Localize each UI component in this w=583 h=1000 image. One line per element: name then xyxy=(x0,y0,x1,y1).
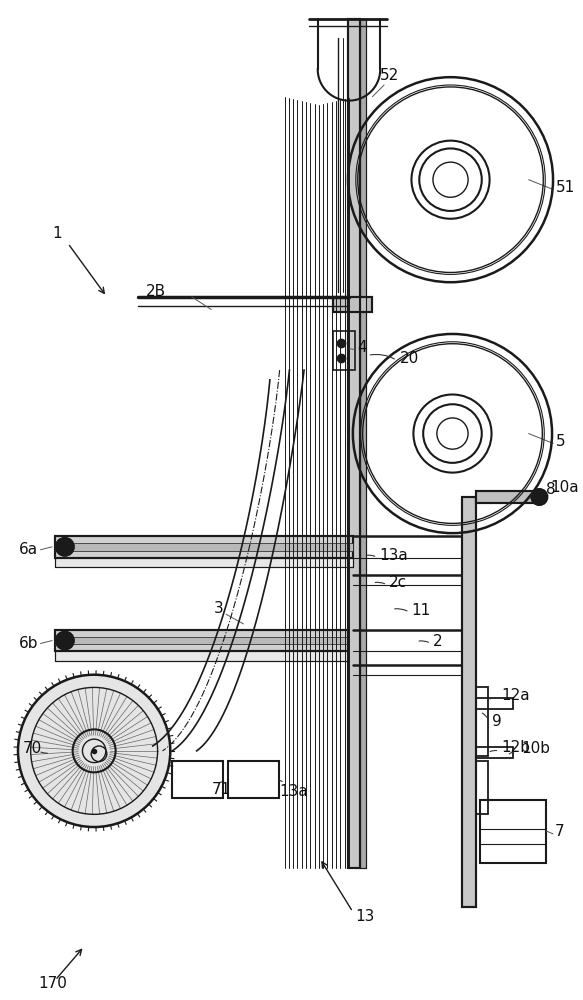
Bar xyxy=(55,651,348,661)
Polygon shape xyxy=(18,675,170,827)
Bar xyxy=(360,19,366,868)
Bar xyxy=(55,558,353,567)
Bar xyxy=(480,800,546,863)
Text: 12a: 12a xyxy=(501,688,530,703)
Text: 52: 52 xyxy=(380,68,399,83)
Bar xyxy=(476,698,513,709)
Bar xyxy=(348,19,360,868)
Text: 9: 9 xyxy=(491,714,501,729)
Bar xyxy=(462,497,476,907)
Text: 6a: 6a xyxy=(19,542,38,557)
Bar xyxy=(476,687,487,756)
Bar xyxy=(55,558,353,567)
Bar xyxy=(476,491,539,503)
Text: 71: 71 xyxy=(211,782,230,797)
Text: 13a: 13a xyxy=(280,784,308,799)
Text: 2B: 2B xyxy=(146,284,166,299)
Bar xyxy=(55,543,353,551)
Text: 10a: 10a xyxy=(550,480,579,495)
Text: 13: 13 xyxy=(355,909,374,924)
Bar xyxy=(360,19,366,868)
Bar xyxy=(476,761,487,814)
Bar xyxy=(348,19,360,868)
Text: 12b: 12b xyxy=(501,740,531,755)
Bar xyxy=(55,536,353,558)
Text: 8: 8 xyxy=(546,482,556,497)
Text: 51: 51 xyxy=(556,180,575,195)
Text: 5: 5 xyxy=(556,434,566,449)
Bar xyxy=(228,761,279,798)
Circle shape xyxy=(56,632,73,649)
Text: 4: 4 xyxy=(357,340,366,355)
Circle shape xyxy=(56,538,73,556)
Bar xyxy=(55,651,348,661)
Bar xyxy=(55,630,348,651)
Text: 20: 20 xyxy=(400,351,419,366)
Circle shape xyxy=(532,489,547,505)
Bar xyxy=(333,297,373,312)
Bar xyxy=(55,536,353,558)
Text: 7: 7 xyxy=(555,824,564,839)
Bar xyxy=(333,331,355,370)
Text: 3: 3 xyxy=(214,601,224,616)
Bar xyxy=(172,761,223,798)
Bar xyxy=(476,491,539,503)
Text: 2: 2 xyxy=(433,634,442,649)
Bar xyxy=(333,297,373,312)
Text: 1: 1 xyxy=(52,226,62,241)
Text: 11: 11 xyxy=(412,603,431,618)
Text: 2c: 2c xyxy=(389,575,407,590)
Text: 13a: 13a xyxy=(380,548,408,563)
Bar xyxy=(55,630,348,651)
Bar xyxy=(462,497,476,907)
Text: 70: 70 xyxy=(23,741,42,756)
Text: 10b: 10b xyxy=(521,741,550,756)
Bar xyxy=(476,747,513,758)
Text: 6b: 6b xyxy=(19,636,38,651)
Bar xyxy=(55,637,348,644)
Text: 170: 170 xyxy=(38,976,68,991)
